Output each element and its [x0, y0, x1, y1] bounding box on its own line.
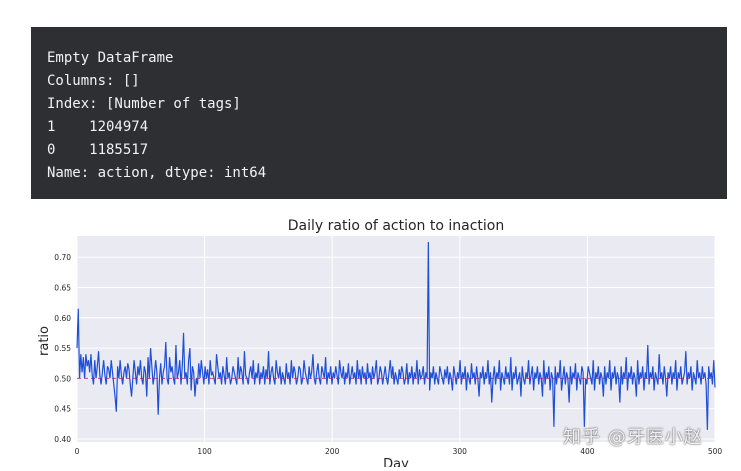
- y-tick-label: 0.45: [54, 405, 71, 414]
- y-tick-label: 0.60: [54, 314, 71, 323]
- output-line-2: Columns: []: [47, 73, 140, 89]
- output-line-4: 1 1204974: [47, 119, 149, 135]
- x-tick-label: 200: [325, 447, 340, 456]
- chart-title: Daily ratio of action to inaction: [288, 218, 504, 234]
- x-tick-label: 400: [580, 447, 595, 456]
- y-tick-label: 0.55: [54, 344, 71, 353]
- y-tick-labels: 0.40 0.45 0.50 0.55 0.60 0.65 0.70: [54, 253, 71, 444]
- y-tick-label: 0.40: [54, 435, 71, 444]
- x-tick-label: 0: [75, 447, 80, 456]
- series-line: [76, 242, 716, 430]
- x-tick-label: 500: [708, 447, 723, 456]
- y-tick-label: 0.65: [54, 284, 71, 293]
- line-chart: Daily ratio of action to inaction 0.400.…: [37, 218, 723, 471]
- grid: [76, 236, 716, 442]
- output-line-5: 0 1185517: [47, 142, 149, 158]
- chart-container: Daily ratio of action to inaction 0.40 0.…: [0, 210, 741, 471]
- x-tick-labels: 0 100 200 300 400 500: [75, 447, 723, 456]
- x-axis-label: Day: [383, 457, 409, 467]
- x-tick-label: 300: [453, 447, 468, 456]
- x-tick-label: 100: [197, 447, 212, 456]
- output-line-1: Empty DataFrame: [47, 50, 174, 66]
- y-tick-label: 0.50: [54, 374, 71, 383]
- watermark: 知乎 @牙医小赵: [563, 427, 703, 448]
- output-cell: Empty DataFrame Columns: [] Index: [Numb…: [31, 27, 727, 199]
- output-line-3: Index: [Number of tags]: [47, 96, 241, 112]
- y-axis-label: ratio: [37, 326, 52, 356]
- output-line-6: Name: action, dtype: int64: [47, 165, 267, 181]
- y-tick-label: 0.70: [54, 253, 71, 262]
- plot-area: [77, 236, 715, 442]
